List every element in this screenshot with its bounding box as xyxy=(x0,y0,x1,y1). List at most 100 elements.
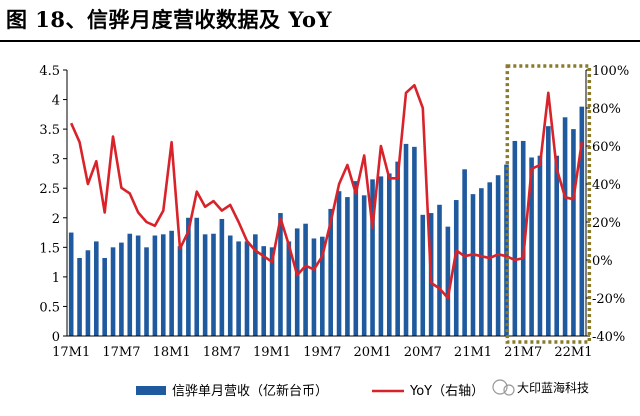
watermark: 大印蓝海科技 xyxy=(492,379,589,396)
y-left-tick-label: 3 xyxy=(52,153,60,168)
revenue-bar xyxy=(537,155,543,336)
revenue-bar xyxy=(554,155,560,336)
legend-bar-label: 信骅单月营收（亿新台币） xyxy=(172,383,328,399)
revenue-bar xyxy=(160,234,166,336)
revenue-bar xyxy=(144,247,149,336)
revenue-bar xyxy=(353,181,359,336)
y-left-tick-label: 4.5 xyxy=(39,64,60,79)
revenue-bar xyxy=(520,140,526,336)
revenue-bar xyxy=(445,226,451,336)
y-left-tick-label: 1.5 xyxy=(39,241,60,256)
y-left-tick-label: 3.5 xyxy=(39,123,60,138)
yoy-line-series xyxy=(70,83,584,300)
legend-bar-swatch xyxy=(136,386,166,395)
y-axis-right: -40% -20% 0% 20% 40% 60% 80% 100% xyxy=(586,64,629,345)
revenue-bar xyxy=(227,235,233,336)
wechat-icon-small xyxy=(503,384,515,396)
y-axis-left: 0 0.5 1 1.5 2 2.5 3 3.5 4 4.5 xyxy=(39,64,67,345)
y-right-tick-label: -40% xyxy=(592,330,625,345)
revenue-bar xyxy=(110,247,116,336)
revenue-bar xyxy=(370,179,375,336)
revenue-bar xyxy=(211,233,216,336)
legend: 信骅单月营收（亿新台币） YoY（右轴） xyxy=(136,383,484,399)
y-left-tick-label: 0.5 xyxy=(39,300,60,315)
x-tick-label: 17M7 xyxy=(102,345,140,360)
revenue-bar xyxy=(437,204,442,336)
revenue-bar xyxy=(278,213,283,336)
x-tick-label: 22M1 xyxy=(554,345,592,360)
revenue-bar xyxy=(169,230,174,336)
revenue-bar xyxy=(152,235,158,336)
revenue-bar xyxy=(479,188,484,336)
revenue-bar xyxy=(311,238,317,336)
revenue-bar xyxy=(320,236,325,336)
revenue-bar xyxy=(571,129,576,336)
y-right-tick-label: 80% xyxy=(592,102,621,117)
revenue-bar xyxy=(412,146,417,336)
y-right-tick-label: 20% xyxy=(592,216,621,231)
revenue-bar xyxy=(202,234,208,336)
revenue-bar xyxy=(579,106,585,336)
revenue-bar xyxy=(529,157,534,336)
y-right-tick-label: 0% xyxy=(592,254,613,269)
x-tick-label: 18M1 xyxy=(153,345,191,360)
y-left-tick-label: 4 xyxy=(52,94,60,109)
x-tick-label: 18M7 xyxy=(203,345,241,360)
y-right-tick-label: 100% xyxy=(592,64,629,79)
y-left-tick-label: 2.5 xyxy=(39,182,60,197)
y-right-tick-label: -20% xyxy=(592,292,625,307)
revenue-bar xyxy=(85,250,91,336)
revenue-bar xyxy=(194,217,200,336)
revenue-bar xyxy=(386,173,392,336)
y-left-tick-label: 2 xyxy=(52,212,60,227)
revenue-bar xyxy=(512,140,518,336)
revenue-bar xyxy=(236,241,241,336)
revenue-bar xyxy=(177,246,183,336)
revenue-bar xyxy=(119,242,124,336)
revenue-bar xyxy=(135,235,141,336)
x-tick-label: 21M1 xyxy=(454,345,492,360)
revenue-bar xyxy=(102,257,107,336)
x-tick-label: 19M7 xyxy=(303,345,341,360)
axes xyxy=(66,70,587,337)
legend-line-label: YoY（右轴） xyxy=(409,384,484,399)
x-tick-label: 20M1 xyxy=(353,345,391,360)
revenue-bar xyxy=(294,228,300,336)
watermark-text: 大印蓝海科技 xyxy=(517,380,589,395)
wechat-icon xyxy=(492,379,508,395)
revenue-bar xyxy=(93,241,99,336)
revenue-bar xyxy=(336,191,342,336)
revenue-bar xyxy=(504,164,509,336)
revenue-bar xyxy=(395,161,400,336)
revenue-bar xyxy=(546,126,551,337)
x-tick-label: 17M1 xyxy=(52,345,90,360)
revenue-bar xyxy=(244,241,250,336)
revenue-bar xyxy=(219,218,225,336)
y-right-tick-label: 40% xyxy=(592,178,621,193)
revenue-bar xyxy=(361,195,367,336)
bar-series xyxy=(68,106,585,337)
title-underline xyxy=(0,40,640,42)
revenue-bar xyxy=(378,176,384,336)
revenue-bar xyxy=(403,143,409,336)
revenue-bar xyxy=(345,197,350,336)
revenue-bar xyxy=(328,208,333,336)
highlight-dotted-box xyxy=(505,64,592,344)
y-left-tick-label: 1 xyxy=(52,271,60,286)
chart-title: 图 18、信骅月度营收数据及 YoY xyxy=(6,7,333,32)
x-axis-ticks: 17M1 17M7 18M1 18M7 19M1 19M7 20M1 20M7 21M1 21M7… xyxy=(52,345,592,360)
revenue-bar xyxy=(68,232,74,336)
revenue-bar xyxy=(186,217,191,336)
revenue-bar xyxy=(77,257,82,336)
revenue-bar xyxy=(303,223,308,336)
revenue-bar xyxy=(470,194,476,336)
revenue-bar xyxy=(269,247,275,336)
revenue-bar xyxy=(253,234,258,336)
x-tick-label: 20M7 xyxy=(404,345,442,360)
revenue-bar xyxy=(261,246,267,336)
y-left-tick-label: 0 xyxy=(52,330,60,345)
yoy-line xyxy=(70,83,584,300)
revenue-bar xyxy=(286,241,292,336)
y-right-tick-label: 60% xyxy=(592,140,621,155)
